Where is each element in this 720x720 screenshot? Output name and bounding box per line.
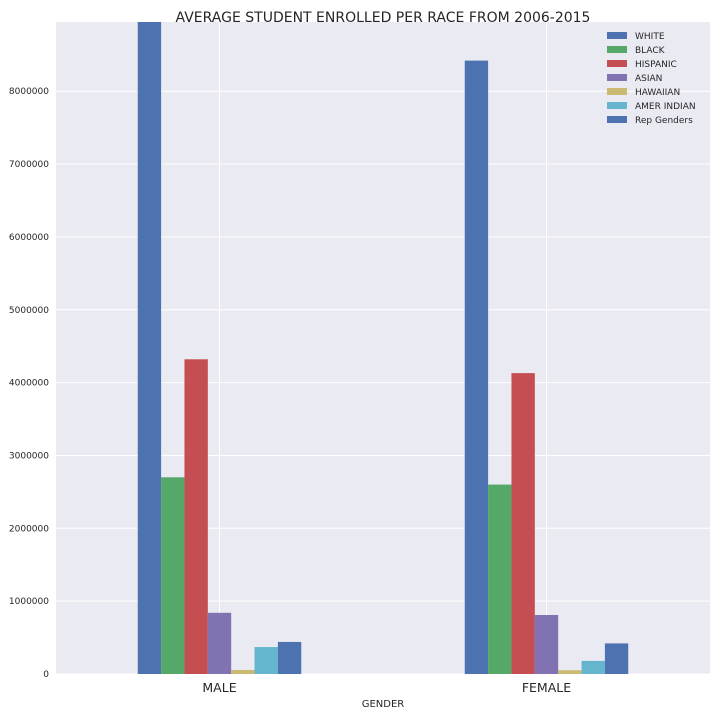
legend-label: WHITE <box>635 32 665 42</box>
legend-label: AMER INDIAN <box>635 102 696 112</box>
legend-label: Rep Genders <box>635 116 693 126</box>
legend-swatch <box>607 88 627 95</box>
legend-label: ASIAN <box>635 74 662 84</box>
y-tick-label: 1000000 <box>9 597 49 607</box>
bar-female-hawaiian <box>558 670 582 674</box>
y-tick-label: 8000000 <box>9 87 49 97</box>
x-axis-label: GENDER <box>362 699 405 710</box>
legend-label: BLACK <box>635 46 666 56</box>
y-tick-label: 5000000 <box>9 306 49 316</box>
legend-swatch <box>607 32 627 39</box>
y-axis-ticks: 0 1000000 2000000 3000000 4000000 5000000 6000… <box>9 87 49 680</box>
y-tick-label: 4000000 <box>9 379 49 389</box>
legend-label: HAWAIIAN <box>635 88 680 98</box>
legend: WHITE BLACK HISPANIC ASIAN HAWAIIAN AMER INDI… <box>607 32 696 126</box>
bar-female-amer-indian <box>581 660 605 674</box>
bar-male-black <box>161 477 185 674</box>
legend-swatch <box>607 60 627 67</box>
y-tick-label: 7000000 <box>9 160 49 170</box>
bar-male-white <box>137 22 162 674</box>
bar-male-rep-genders <box>277 641 302 674</box>
bars <box>137 22 629 675</box>
bar-female-hispanic <box>511 373 535 674</box>
y-tick-label: 6000000 <box>9 233 49 243</box>
x-tick-label: MALE <box>202 680 236 695</box>
x-tick-label: FEMALE <box>522 680 571 695</box>
bar-male-asian <box>207 612 232 674</box>
bar-female-black <box>488 484 512 674</box>
bar-male-amer-indian <box>254 647 278 674</box>
chart-title: AVERAGE STUDENT ENROLLED PER RACE FROM 2… <box>176 10 591 26</box>
bar-female-asian <box>534 614 559 674</box>
bar-female-rep-genders <box>604 643 629 674</box>
y-tick-label: 3000000 <box>9 451 49 461</box>
y-tick-label: 2000000 <box>9 524 49 534</box>
legend-swatch <box>607 74 627 81</box>
bar-male-hawaiian <box>231 669 255 674</box>
legend-swatch <box>607 46 627 53</box>
x-axis-ticks: MALE FEMALE <box>202 680 571 695</box>
legend-swatch <box>607 116 627 123</box>
bar-female-white <box>464 60 489 675</box>
bar-male-hispanic <box>184 359 208 674</box>
legend-swatch <box>607 102 627 109</box>
legend-label: HISPANIC <box>635 60 677 70</box>
y-tick-label: 0 <box>43 670 49 680</box>
